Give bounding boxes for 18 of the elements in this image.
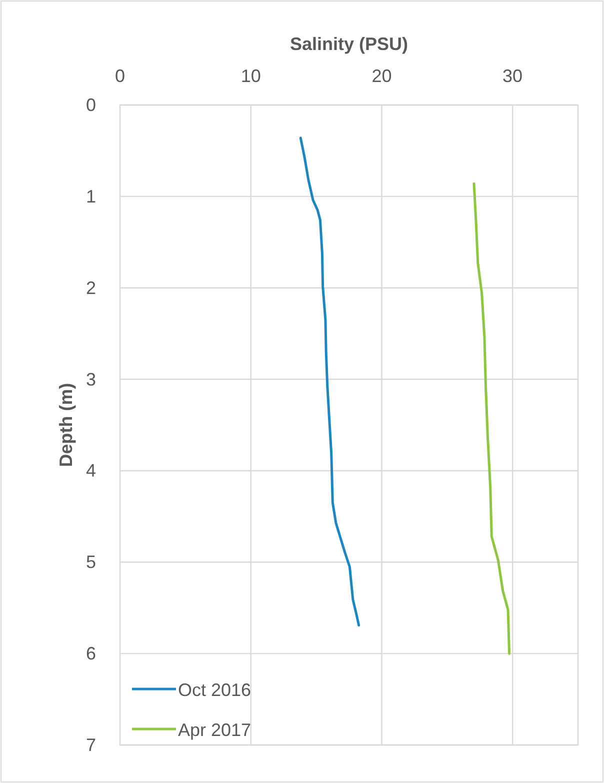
y-tick-label: 4 [86,460,96,481]
y-tick-label: 7 [86,735,96,755]
x-tick-label: 20 [372,66,392,86]
y-tick-label: 0 [86,95,96,115]
x-tick-label: 10 [240,66,261,86]
x-axis-title: Salinity (PSU) [290,34,408,54]
y-tick-label: 1 [86,186,96,206]
line-series [299,136,360,626]
legend-label: Apr 2017 [178,720,252,740]
x-tick-label: 0 [114,66,126,86]
y-tick-label: 2 [86,278,96,298]
y-tick-label: 3 [86,369,96,390]
y-axis-title: Depth (m) [56,383,76,467]
x-tick-label: 30 [502,66,523,86]
legend-label: Oct 2016 [178,680,252,700]
line-series [472,182,511,655]
y-tick-label: 5 [86,552,96,572]
y-tick-label: 6 [86,644,96,664]
